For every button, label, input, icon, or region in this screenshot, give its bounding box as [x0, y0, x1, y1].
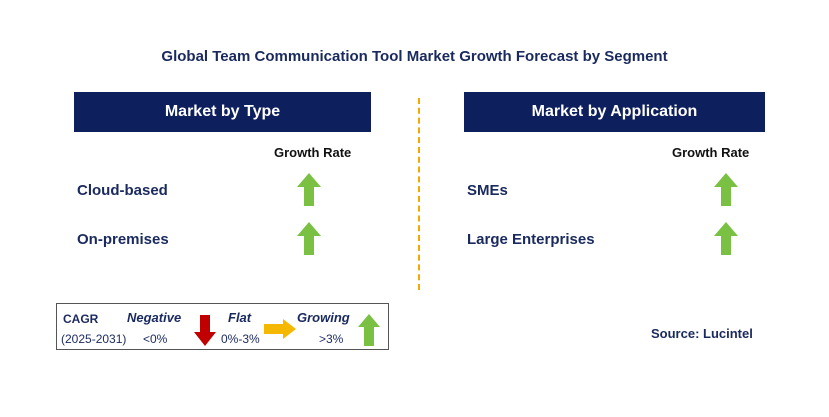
type-row-label: On-premises	[77, 231, 169, 248]
down-arrow-icon	[194, 315, 216, 346]
legend-flat-value: 0%-3%	[221, 332, 260, 346]
cagr-legend: CAGR (2025-2031) Negative <0% Flat 0%-3%…	[56, 303, 389, 350]
legend-flat-label: Flat	[228, 310, 252, 325]
page-title: Global Team Communication Tool Market Gr…	[161, 48, 668, 65]
up-arrow-icon	[714, 173, 738, 206]
application-growth-rate-label: Growth Rate	[672, 145, 750, 160]
legend-growing-value: >3%	[319, 332, 344, 346]
application-row-label: SMEs	[467, 182, 508, 199]
legend-negative-value: <0%	[143, 332, 168, 346]
application-row-label: Large Enterprises	[467, 231, 595, 248]
legend-period: (2025-2031)	[61, 332, 127, 346]
up-arrow-icon	[714, 222, 738, 255]
legend-negative-label: Negative	[127, 310, 182, 325]
up-arrow-icon	[297, 173, 321, 206]
legend-cagr-label: CAGR	[63, 312, 99, 326]
legend-growing-label: Growing	[297, 310, 350, 325]
source-label: Source: Lucintel	[651, 326, 753, 341]
market-by-type-header: Market by Type	[74, 92, 371, 132]
up-arrow-icon	[358, 314, 380, 346]
type-growth-rate-label: Growth Rate	[274, 145, 352, 160]
type-row-label: Cloud-based	[77, 182, 168, 199]
right-arrow-icon	[264, 319, 296, 339]
panel-divider	[418, 98, 420, 290]
up-arrow-icon	[297, 222, 321, 255]
market-by-application-header: Market by Application	[464, 92, 765, 132]
